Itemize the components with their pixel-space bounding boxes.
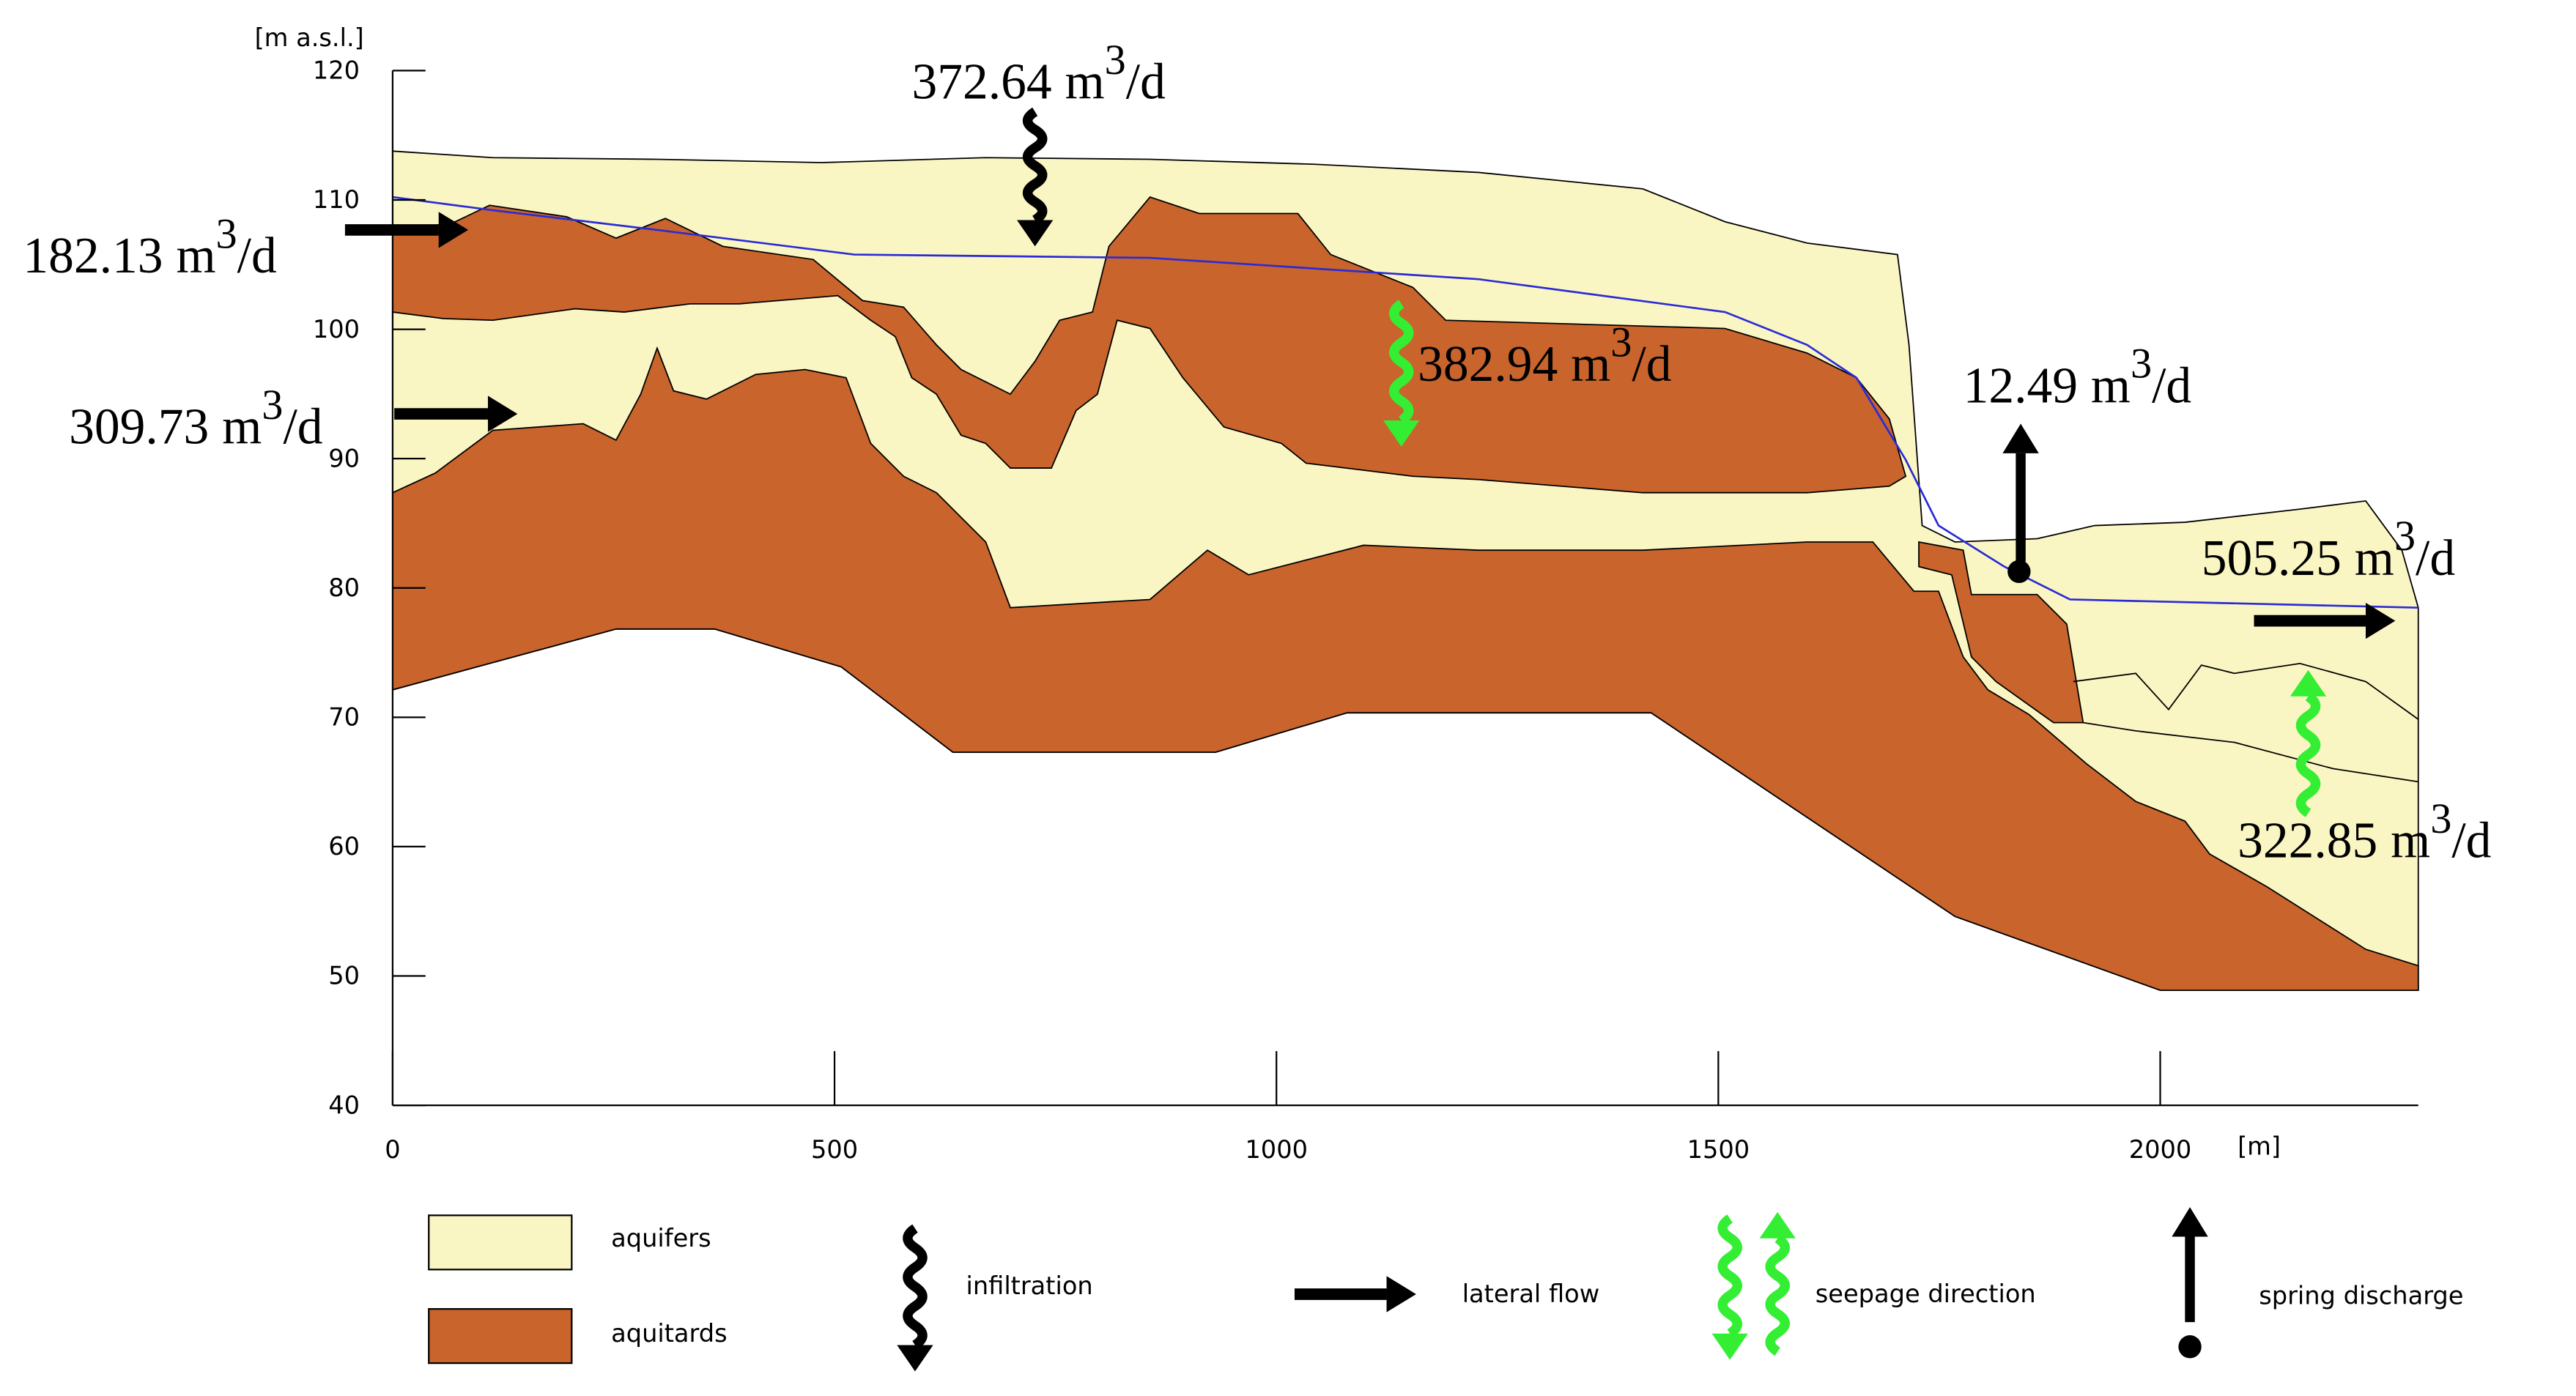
y-tick-label: 70 [328,703,360,732]
flow-per: /d [2152,357,2191,414]
flow-unit: m [222,398,262,455]
wavy-arrow [1389,300,1414,425]
flow-value: 505.25 [2202,530,2342,587]
x-tick-label: 500 [811,1135,858,1164]
flow-label: 505.25 m3/d [2202,512,2455,587]
flow-unit: m [176,228,215,284]
flow-exp: 3 [216,210,237,258]
flow-value: 12.49 [1964,357,2078,414]
flow-exp: 3 [2394,512,2416,560]
arrows [344,107,2396,1372]
flow-exp: 3 [1105,36,1126,83]
legend-label: infiltration [966,1271,1093,1300]
aquitard [392,346,2419,992]
flow-label: 382.94 m3/d [1418,319,1671,393]
wavy-arrow [2295,692,2321,817]
arrow-head [897,1345,933,1372]
wavy-arrow [903,1224,928,1350]
x-tick-label: 2000 [2129,1135,2192,1164]
legend-swatch [428,1214,573,1271]
spring-dot [2007,560,2031,584]
arrow-head [1017,220,1054,247]
flow-exp: 3 [262,381,283,428]
flow-per: /d [283,398,322,455]
water-table [392,196,2418,609]
x-tick-label: 0 [385,1135,400,1164]
legend-label: aquitards [611,1319,728,1348]
y-tick-label: 40 [328,1091,360,1119]
arrow-head [438,212,469,248]
x-tick-label: 1000 [1245,1135,1308,1164]
flow-per: /d [1126,54,1166,111]
aquitard [392,196,1907,494]
flow-value: 182.13 [23,228,163,284]
flow-per: /d [2416,530,2455,587]
flow-label: 182.13 m3/d [23,210,276,285]
flow-value: 372.64 [912,54,1052,111]
arrow-head [2290,669,2327,697]
flow-unit: m [2391,813,2430,869]
flow-value: 382.94 [1418,336,1558,393]
flow-per: /d [2451,813,2491,869]
flow-per: /d [237,228,277,284]
x-tick-label: 1500 [1687,1135,1750,1164]
x-unit: [m] [2238,1132,2281,1160]
wavy-arrow [1765,1234,1790,1356]
y-unit: [m a.s.l.] [255,23,364,52]
arrow-head [2365,602,2396,639]
arrow-head [2172,1207,2208,1237]
flow-label: 12.49 m3/d [1964,340,2192,415]
legend-label: spring discharge [2259,1281,2463,1310]
legend-swatch [428,1308,573,1365]
flow-label: 372.64 m3/d [912,36,1166,111]
arrow-head [1711,1333,1748,1360]
y-tick-label: 60 [328,832,360,861]
flow-unit: m [1571,336,1610,393]
flow-exp: 3 [2430,795,2451,842]
spring-dot [2178,1335,2202,1359]
flow-value: 309.73 [69,398,209,455]
stratum-line [2083,721,2418,783]
legend-label: seepage direction [1816,1280,2036,1308]
y-tick-label: 110 [313,185,360,214]
flow-label: 309.73 m3/d [69,381,322,456]
flow-unit: m [2091,357,2131,414]
arrow-head [1386,1276,1416,1313]
flow-label: 322.85 m3/d [2238,795,2491,869]
y-tick-label: 90 [328,444,360,472]
wavy-arrow [1717,1214,1742,1338]
y-tick-label: 80 [328,573,360,602]
flow-unit: m [2355,530,2394,587]
flow-value: 322.85 [2238,813,2377,869]
y-tick-label: 120 [313,56,360,85]
wavy-arrow [1022,107,1048,225]
arrow-head [487,396,518,432]
stratum-line [2073,662,2419,720]
legend-label: lateral flow [1462,1280,1600,1308]
flow-unit: m [1065,54,1105,111]
flow-per: /d [1632,336,1671,393]
y-tick-label: 50 [328,962,360,990]
aquitard [1918,541,2084,724]
y-tick-label: 100 [313,315,360,344]
arrow-head [1383,420,1420,447]
flow-exp: 3 [2131,340,2152,387]
arrow-head [2002,423,2039,453]
legend-label: aquifers [611,1224,711,1252]
arrow-head [1759,1211,1796,1239]
flow-exp: 3 [1610,319,1632,366]
